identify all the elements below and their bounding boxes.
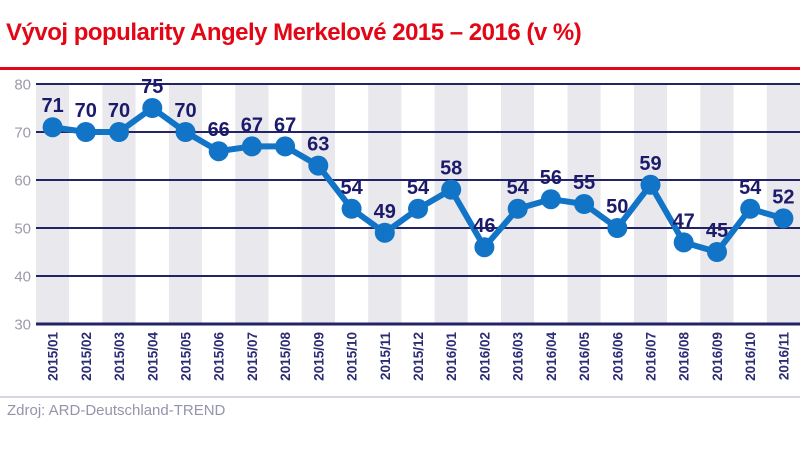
footer-divider: [0, 396, 800, 398]
data-point-marker: [740, 198, 761, 219]
data-point-marker: [42, 117, 63, 138]
data-point-label: 71: [41, 95, 63, 117]
x-axis-tick-label: 2015/03: [112, 332, 127, 381]
background-stripe: [667, 84, 701, 324]
background-stripe: [202, 84, 236, 324]
data-point-marker: [441, 179, 462, 200]
data-point-label: 55: [573, 172, 595, 194]
data-point-label: 47: [673, 210, 695, 232]
y-axis-tick-label: 50: [14, 221, 31, 238]
background-stripe: [766, 84, 800, 324]
background-stripe: [301, 84, 335, 324]
source-credit: Zdroj: ARD-Deutschland-TREND: [7, 402, 226, 419]
x-axis-tick-label: 2016/08: [677, 332, 692, 381]
x-axis-tick-label: 2016/05: [577, 332, 592, 381]
data-point-marker: [208, 141, 229, 162]
x-axis-tick-label: 2016/07: [644, 332, 659, 381]
x-axis-tick-label: 2016/04: [544, 332, 559, 381]
data-point-marker: [341, 198, 362, 219]
data-point-marker: [241, 136, 262, 157]
x-axis-tick-label: 2016/11: [776, 332, 791, 381]
data-point-label: 46: [473, 215, 495, 237]
data-point-label: 67: [274, 114, 296, 136]
y-axis-tick-label: 80: [14, 77, 31, 94]
data-point-marker: [607, 218, 628, 238]
data-point-marker: [275, 136, 296, 157]
background-stripe: [700, 84, 734, 324]
data-point-label: 70: [174, 100, 196, 122]
data-point-label: 52: [772, 186, 794, 208]
data-point-marker: [773, 208, 794, 229]
x-axis-tick-label: 2015/02: [79, 332, 94, 381]
x-axis-tick-label: 2015/06: [212, 332, 227, 381]
page-title: Vývoj popularity Angely Merkelové 2015 –…: [6, 19, 582, 46]
y-axis-tick-label: 40: [14, 269, 31, 286]
data-point-label: 50: [606, 196, 628, 218]
data-point-label: 66: [208, 119, 230, 141]
background-stripe: [235, 84, 269, 324]
data-point-label: 45: [706, 220, 728, 242]
y-axis-tick-label: 70: [14, 125, 31, 142]
x-axis-tick-label: 2015/12: [411, 332, 426, 381]
background-stripe: [135, 84, 169, 324]
background-stripe: [268, 84, 302, 324]
data-point-marker: [707, 242, 727, 262]
data-point-marker: [308, 155, 329, 176]
data-point-marker: [574, 194, 595, 214]
x-axis-tick-label: 2015/04: [145, 332, 160, 381]
background-stripe: [467, 84, 501, 324]
y-axis-tick-label: 60: [14, 173, 31, 190]
data-point-label: 70: [108, 100, 130, 122]
x-axis-tick-label: 2016/10: [743, 332, 758, 381]
data-point-label: 75: [141, 76, 163, 98]
x-axis-tick-label: 2015/08: [278, 332, 293, 381]
data-point-marker: [175, 122, 196, 142]
x-axis-tick-label: 2015/07: [245, 332, 260, 381]
data-point-marker: [540, 189, 561, 210]
background-stripe: [600, 84, 634, 324]
data-point-marker: [673, 232, 694, 253]
data-point-label: 59: [639, 153, 661, 175]
x-axis-tick-label: 2015/09: [311, 332, 326, 381]
x-axis-tick-label: 2015/05: [179, 332, 194, 381]
background-stripe: [368, 84, 402, 324]
data-point-marker: [142, 98, 163, 118]
data-point-label: 49: [374, 201, 396, 223]
data-point-marker: [408, 198, 428, 219]
x-axis-tick-label: 2015/10: [345, 332, 360, 381]
x-axis-tick-label: 2016/09: [710, 332, 725, 381]
x-axis-tick-label: 2016/03: [511, 332, 526, 381]
data-point-label: 70: [75, 100, 97, 122]
x-axis-tick-label: 2016/06: [610, 332, 625, 381]
data-point-marker: [507, 198, 528, 219]
x-axis-tick-label: 2016/02: [477, 332, 492, 381]
data-point-marker: [75, 122, 96, 142]
data-point-label: 54: [507, 177, 530, 199]
data-point-label: 54: [407, 177, 430, 199]
x-axis-tick-label: 2016/01: [444, 332, 459, 381]
data-point-label: 54: [739, 177, 762, 199]
data-point-label: 54: [340, 177, 363, 199]
data-point-marker: [474, 237, 495, 258]
y-axis-tick-label: 30: [14, 317, 31, 334]
data-point-label: 56: [540, 167, 562, 189]
x-axis-tick-label: 2015/01: [46, 332, 61, 381]
data-point-marker: [374, 222, 395, 243]
x-axis-tick-label: 2015/11: [378, 332, 393, 381]
data-point-label: 67: [241, 114, 263, 136]
title-divider: [0, 67, 800, 70]
data-point-label: 63: [307, 134, 329, 156]
data-point-marker: [640, 174, 661, 195]
data-point-marker: [109, 122, 129, 142]
data-point-label: 58: [440, 158, 462, 180]
